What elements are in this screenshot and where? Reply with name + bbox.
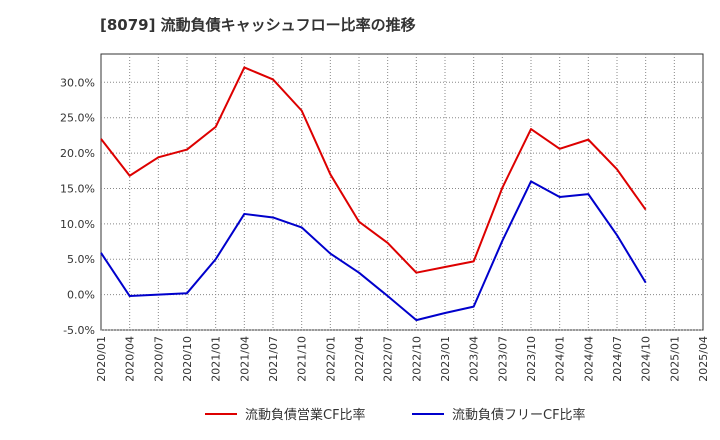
- y-tick-label: 25.0%: [60, 112, 95, 125]
- series-line-2: [100, 180, 647, 322]
- x-tick-label: 2022/07: [382, 336, 395, 382]
- y-tick-label: 20.0%: [60, 147, 95, 160]
- chart-title: [8079] 流動負債キャッシュフロー比率の推移: [100, 16, 416, 34]
- x-tick-label: 2022/04: [353, 336, 366, 382]
- legend-label-1: 流動負債営業CF比率: [245, 407, 366, 423]
- x-tick-label: 2025/01: [668, 336, 681, 382]
- x-tick-label: 2024/07: [611, 336, 624, 382]
- y-tick-label: 0.0%: [67, 289, 95, 302]
- x-tick-label: 2024/04: [582, 336, 595, 382]
- y-axis-tick-labels: -5.0% 0.0% 5.0% 10.0% 15.0% 20.0% 25.0% 30.0%: [60, 76, 95, 337]
- x-tick-label: 2021/04: [238, 336, 251, 382]
- x-tick-label: 2020/10: [181, 336, 194, 382]
- plot-area: [100, 53, 704, 331]
- y-tick-label: 10.0%: [60, 218, 95, 231]
- x-tick-label: 2023/01: [439, 336, 452, 382]
- series-line-1: [100, 66, 647, 274]
- x-tick-label: 2022/01: [324, 336, 337, 382]
- vertical-gridlines: [129, 54, 675, 330]
- x-tick-label: 2021/10: [296, 336, 309, 382]
- x-tick-label: 2020/07: [152, 336, 165, 382]
- y-tick-label: -5.0%: [63, 324, 95, 337]
- x-tick-label: 2020/01: [95, 336, 108, 382]
- x-tick-label: 2023/04: [468, 336, 481, 382]
- legend-label-2: 流動負債フリーCF比率: [452, 407, 586, 423]
- x-tick-label: 2024/01: [554, 336, 567, 382]
- x-tick-label: 2020/04: [124, 336, 137, 382]
- x-tick-label: 2025/04: [697, 336, 710, 382]
- x-tick-label: 2022/10: [410, 336, 423, 382]
- x-axis-tick-labels: 2020/01 2020/04 2020/07 2020/10 2021/01 2021/…: [95, 336, 710, 382]
- y-tick-label: 15.0%: [60, 182, 95, 195]
- x-tick-label: 2023/07: [496, 336, 509, 382]
- x-tick-label: 2021/07: [267, 336, 280, 382]
- y-tick-label: 5.0%: [67, 253, 95, 266]
- x-tick-label: 2023/10: [525, 336, 538, 382]
- y-tick-label: 30.0%: [60, 76, 95, 89]
- series-lines: [100, 66, 647, 322]
- legend: 流動負債営業CF比率 流動負債フリーCF比率: [205, 407, 586, 423]
- x-tick-label: 2024/10: [640, 336, 653, 382]
- x-tick-label: 2021/01: [210, 336, 223, 382]
